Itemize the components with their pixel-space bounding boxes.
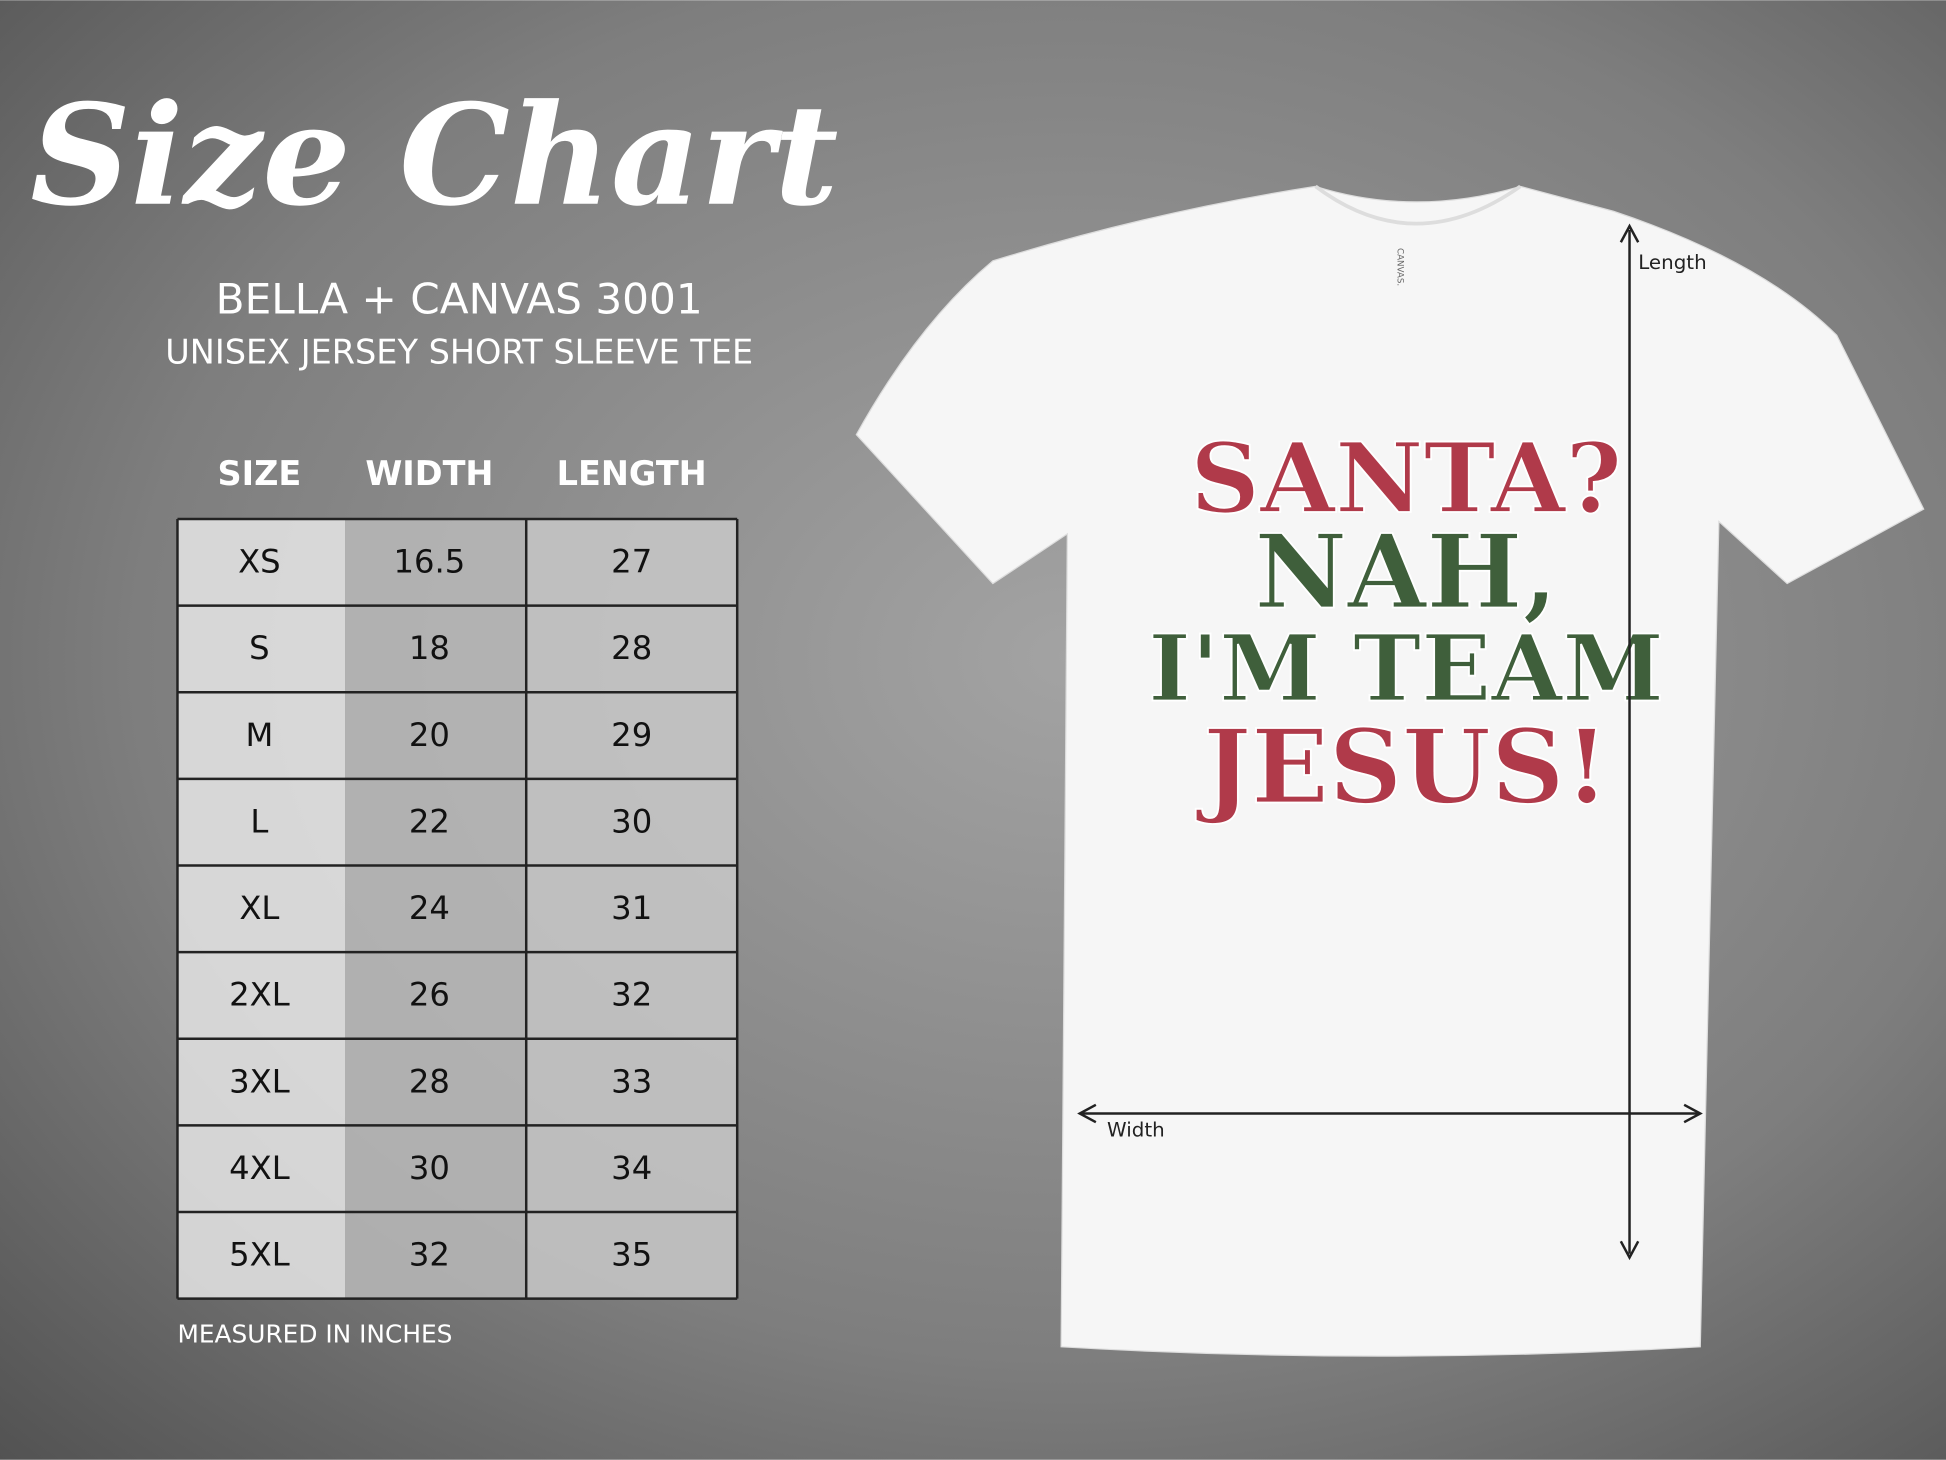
table-cell: 31 [611, 889, 652, 927]
print-line: SANTA? [1190, 421, 1622, 535]
column-header: WIDTH [365, 454, 493, 493]
table-cell: 28 [611, 629, 652, 667]
table-cell: 32 [409, 1236, 450, 1274]
table-cell: L [250, 802, 268, 840]
size-table: SIZE WIDTH LENGTH XS 16.5 27 S 18 28 M 20 29 L 22 30 XL… [176, 454, 739, 1300]
table-cell: 34 [611, 1149, 652, 1187]
table-cell: 24 [409, 889, 450, 927]
table-cell: 4XL [229, 1149, 290, 1187]
table-note: MEASURED IN INCHES [177, 1320, 452, 1349]
length-arrowheads [1619, 223, 1640, 1261]
table-cell: 26 [409, 976, 450, 1014]
table-cell: 27 [611, 543, 652, 581]
column-bg [345, 519, 527, 1299]
table-cell: 33 [611, 1062, 652, 1100]
table-cell: 32 [611, 976, 652, 1014]
table-cell: 29 [611, 716, 652, 754]
table-cell: 3XL [229, 1062, 290, 1100]
table-cell: 2XL [229, 976, 290, 1014]
table-cell: 5XL [229, 1236, 290, 1274]
print-line: NAH, [1254, 512, 1558, 632]
brand: BELLA + CANVAS 3001 [216, 274, 703, 323]
table-cell: 16.5 [394, 543, 466, 581]
table-cell: XL [239, 889, 279, 927]
column-header: LENGTH [557, 454, 707, 493]
column-header: SIZE [217, 454, 301, 493]
t-shirt [855, 185, 1925, 1357]
collar [1314, 184, 1522, 226]
shirt-tag: CANVAS. [1394, 248, 1404, 286]
print-line: JESUS! [1195, 706, 1609, 826]
print-line: I'M TEAM [1148, 614, 1664, 722]
subtitle: UNISEX JERSEY SHORT SLEEVE TEE [165, 332, 753, 371]
length-label: Length [1638, 251, 1706, 274]
table-cell: M [245, 716, 273, 754]
table-cell: 30 [409, 1149, 450, 1187]
table-cell: 28 [409, 1062, 450, 1100]
table-cell: 20 [409, 716, 450, 754]
table-cell: S [249, 629, 269, 667]
table-cell: XS [238, 543, 281, 581]
column-bg [177, 519, 346, 1299]
table-cell: 35 [611, 1236, 652, 1274]
width-label: Width [1107, 1118, 1165, 1141]
column-bg [526, 519, 738, 1299]
table-cell: 18 [409, 629, 450, 667]
table-cell: 22 [409, 802, 450, 840]
title: Size Chart [30, 73, 838, 237]
table-cell: 30 [611, 802, 652, 840]
width-arrowheads [1077, 1103, 1703, 1124]
